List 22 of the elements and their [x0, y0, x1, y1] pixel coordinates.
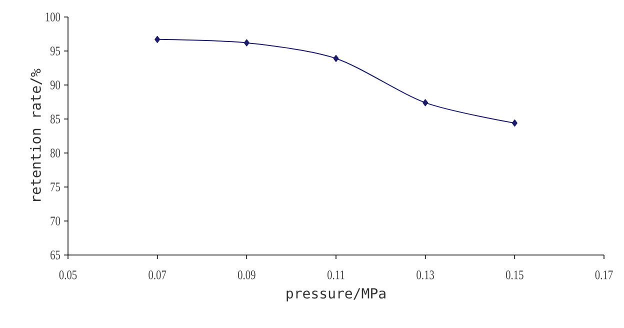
point [512, 120, 518, 127]
y-tick-label: 75 [50, 182, 60, 192]
point [154, 36, 160, 43]
x-tick-label: 0.15 [506, 270, 524, 280]
y-axis-title: retention rate/% [30, 68, 42, 201]
y-tick-label: 80 [50, 148, 60, 158]
y-tick-label: 65 [50, 250, 60, 260]
x-tick-label: 0.13 [416, 270, 434, 280]
x-tick-label: 0.07 [148, 270, 166, 280]
y-tick-label: 100 [46, 12, 60, 22]
x-tick-label: 0.17 [595, 270, 613, 280]
x-axis-title: pressure/MPa [286, 288, 386, 302]
y-tick-label: 95 [50, 46, 60, 56]
x-tick-label: 0.11 [327, 270, 344, 280]
point [244, 39, 250, 46]
y-tick-label: 90 [50, 80, 60, 90]
x-tick-label: 0.09 [238, 270, 256, 280]
y-tick-label: 70 [50, 216, 60, 226]
point [333, 54, 339, 62]
x-tick-label: 0.05 [59, 270, 77, 280]
y-tick-label: 85 [50, 114, 60, 124]
point [422, 99, 428, 106]
